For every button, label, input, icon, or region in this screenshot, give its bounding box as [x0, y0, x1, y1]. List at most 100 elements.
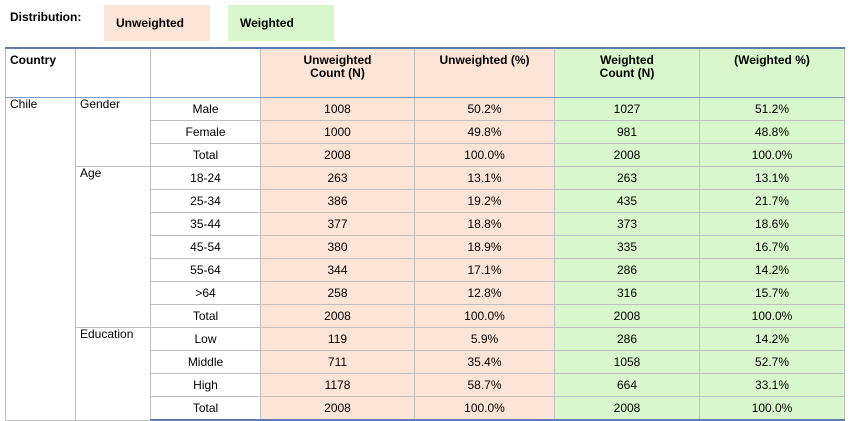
weighted-count-cell: 435 — [554, 189, 700, 213]
legend-label: Distribution: — [10, 10, 82, 24]
table-row: Education Low 119 5.9% 286 14.2% — [6, 327, 845, 421]
weighted-pct-cell: 15.7% — [699, 281, 845, 305]
weighted-count-cell: 335 — [554, 235, 700, 259]
weighted-count-cell: 263 — [554, 166, 700, 190]
group-education: Education — [75, 327, 151, 421]
category-cell: 25-34 — [150, 189, 261, 213]
weighted-count-cell: 373 — [554, 212, 700, 236]
weighted-pct-cell: 14.2% — [699, 258, 845, 282]
table-header-row: Country Unweighted Count (N) Unweighted … — [5, 47, 845, 98]
header-unweighted-pct: Unweighted (%) — [414, 47, 555, 98]
weighted-pct-cell: 13.1% — [699, 166, 845, 190]
unweighted-count-cell: 386 — [260, 189, 415, 213]
weighted-pct-cell: 18.6% — [699, 212, 845, 236]
unweighted-count-cell: 2008 — [260, 396, 415, 421]
category-cell: 18-24 — [150, 166, 261, 190]
unweighted-pct-cell: 13.1% — [414, 166, 555, 190]
unweighted-count-cell: 711 — [260, 350, 415, 374]
weighted-count-cell: 286 — [554, 258, 700, 282]
weighted-pct-cell: 52.7% — [699, 350, 845, 374]
table-row: Female 1000 49.8% 981 48.8% — [6, 120, 845, 144]
weighted-count-cell: 1027 — [554, 97, 700, 121]
unweighted-count-cell: 2008 — [260, 143, 415, 167]
unweighted-count-cell: 380 — [260, 235, 415, 259]
unweighted-pct-cell: 12.8% — [414, 281, 555, 305]
category-cell: 35-44 — [150, 212, 261, 236]
header-weighted-count-line2: Count (N) — [599, 66, 655, 80]
unweighted-count-cell: 119 — [260, 327, 415, 351]
unweighted-pct-cell: 100.0% — [414, 396, 555, 421]
weighted-pct-cell: 100.0% — [699, 304, 845, 328]
category-cell: Total — [150, 143, 261, 167]
category-cell: High — [150, 373, 261, 397]
table-row: >64 258 12.8% 316 15.7% — [6, 281, 845, 305]
category-cell: 55-64 — [150, 258, 261, 282]
weighted-count-cell: 664 — [554, 373, 700, 397]
unweighted-count-cell: 344 — [260, 258, 415, 282]
group-gender: Gender — [75, 97, 151, 167]
header-weighted-count: Weighted Count (N) — [554, 47, 700, 98]
category-cell: Male — [150, 97, 261, 121]
unweighted-pct-cell: 18.9% — [414, 235, 555, 259]
legend-weighted-swatch: Weighted — [228, 5, 334, 41]
header-category-blank — [150, 47, 261, 98]
table-row: Total 2008 100.0% 2008 100.0% — [6, 143, 845, 167]
weighted-pct-cell: 14.2% — [699, 327, 845, 351]
unweighted-pct-cell: 50.2% — [414, 97, 555, 121]
unweighted-count-cell: 2008 — [260, 304, 415, 328]
unweighted-pct-cell: 49.8% — [414, 120, 555, 144]
weighted-count-cell: 1058 — [554, 350, 700, 374]
unweighted-count-cell: 1008 — [260, 97, 415, 121]
header-unweighted-count: Unweighted Count (N) — [260, 47, 415, 98]
legend: Distribution: Unweighted Weighted — [0, 0, 856, 44]
weighted-count-cell: 981 — [554, 120, 700, 144]
unweighted-pct-cell: 100.0% — [414, 304, 555, 328]
category-cell: >64 — [150, 281, 261, 305]
header-group-blank — [75, 47, 151, 98]
unweighted-count-cell: 258 — [260, 281, 415, 305]
unweighted-pct-cell: 58.7% — [414, 373, 555, 397]
table-row: Middle 711 35.4% 1058 52.7% — [6, 350, 845, 374]
unweighted-count-cell: 1178 — [260, 373, 415, 397]
legend-unweighted-swatch: Unweighted — [104, 5, 210, 41]
weighted-pct-cell: 16.7% — [699, 235, 845, 259]
table-row: 45-54 380 18.9% 335 16.7% — [6, 235, 845, 259]
table-row: Age 18-24 263 13.1% 263 13.1% — [6, 166, 845, 328]
weighted-pct-cell: 21.7% — [699, 189, 845, 213]
weighted-count-cell: 2008 — [554, 143, 700, 167]
header-unweighted-count-line2: Count (N) — [310, 66, 365, 80]
category-cell: Female — [150, 120, 261, 144]
header-country: Country — [5, 47, 76, 98]
legend-unweighted-text: Unweighted — [116, 16, 184, 30]
distribution-table: Country Unweighted Count (N) Unweighted … — [5, 47, 845, 421]
category-cell: 45-54 — [150, 235, 261, 259]
table-row: Total 2008 100.0% 2008 100.0% — [6, 396, 845, 421]
unweighted-pct-cell: 35.4% — [414, 350, 555, 374]
unweighted-count-cell: 1000 — [260, 120, 415, 144]
weighted-pct-cell: 100.0% — [699, 396, 845, 421]
unweighted-pct-cell: 17.1% — [414, 258, 555, 282]
weighted-pct-cell: 100.0% — [699, 143, 845, 167]
weighted-count-cell: 2008 — [554, 304, 700, 328]
table-row: Total 2008 100.0% 2008 100.0% — [6, 304, 845, 328]
weighted-pct-cell: 51.2% — [699, 97, 845, 121]
unweighted-pct-cell: 5.9% — [414, 327, 555, 351]
header-unweighted-count-line1: Unweighted — [303, 53, 372, 67]
header-weighted-count-line1: Weighted — [600, 53, 654, 67]
weighted-count-cell: 2008 — [554, 396, 700, 421]
unweighted-count-cell: 377 — [260, 212, 415, 236]
unweighted-pct-cell: 19.2% — [414, 189, 555, 213]
unweighted-pct-cell: 18.8% — [414, 212, 555, 236]
category-cell: Total — [150, 396, 261, 421]
header-weighted-pct: (Weighted %) — [699, 47, 845, 98]
category-cell: Middle — [150, 350, 261, 374]
table-row: Chile Gender Male 1008 50.2% 1027 51.2% — [5, 97, 845, 421]
weighted-pct-cell: 33.1% — [699, 373, 845, 397]
unweighted-pct-cell: 100.0% — [414, 143, 555, 167]
group-age: Age — [75, 166, 151, 328]
table-row: High 1178 58.7% 664 33.1% — [6, 373, 845, 397]
weighted-count-cell: 316 — [554, 281, 700, 305]
category-cell: Low — [150, 327, 261, 351]
country-cell: Chile — [5, 97, 76, 421]
table-row: 25-34 386 19.2% 435 21.7% — [6, 189, 845, 213]
